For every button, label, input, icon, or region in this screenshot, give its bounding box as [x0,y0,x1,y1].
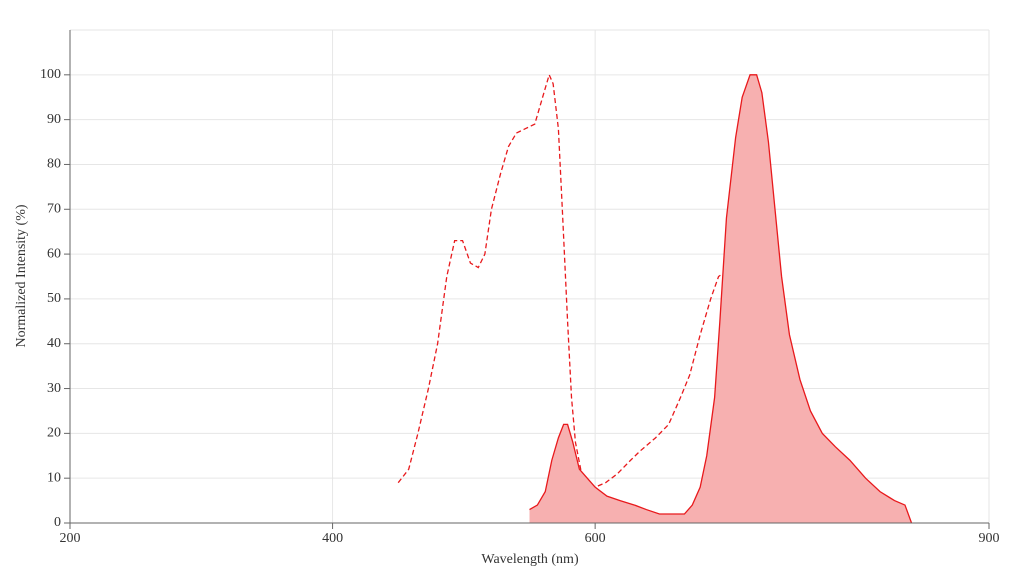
y-tick-label: 40 [47,336,61,351]
x-tick-label: 400 [322,531,343,546]
x-tick-label: 900 [979,531,1000,546]
excitation-line [397,72,781,524]
y-tick-label: 20 [47,426,61,441]
emission-line [529,74,913,524]
y-tick-label: 60 [47,246,61,261]
x-tick-label: 200 [60,531,81,546]
y-tick-label: 0 [54,515,61,530]
y-tick-label: 70 [47,201,61,216]
area-fill [529,74,912,524]
y-tick-label: 80 [47,157,61,172]
y-tick-label: 50 [47,291,61,306]
y-tick-label: 90 [47,112,61,127]
x-tick-label: 600 [585,531,606,546]
x-axis-title: Wavelength (nm) [481,552,579,567]
y-tick-label: 100 [40,67,61,82]
y-tick-label: 30 [47,381,61,396]
y-axis-title: Normalized Intensity (%) [14,204,29,347]
y-tick-label: 10 [47,470,61,485]
